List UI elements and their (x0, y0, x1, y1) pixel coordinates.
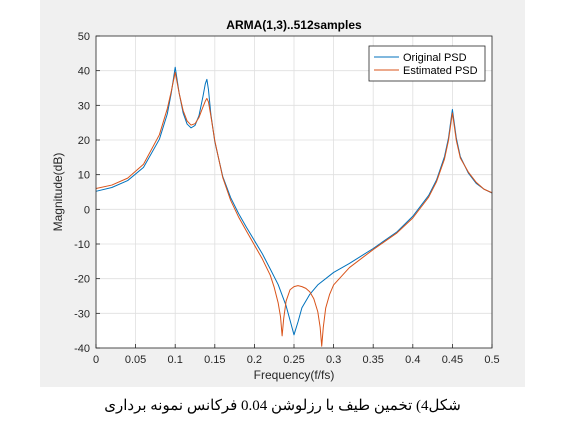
y-tick-label: -10 (74, 239, 90, 251)
y-tick-label: 20 (78, 135, 90, 147)
x-axis-label: Frequency(f/fs) (254, 368, 335, 382)
y-axis-label: Magnitude(dB) (51, 153, 65, 232)
legend-label-original: Original PSD (403, 52, 467, 64)
y-tick-label: 0 (84, 204, 90, 216)
y-tick-label: 30 (78, 100, 90, 112)
x-tick-label: 0 (93, 354, 99, 366)
x-tick-label: 0.25 (283, 354, 304, 366)
series-layer (95, 66, 493, 347)
y-tick-label: -30 (74, 308, 90, 320)
ticks: 0 0.05 0.1 0.15 0.2 0.25 0.3 0.35 0.4 0.45 0.5 -40 -… (74, 31, 500, 366)
legend-box (368, 45, 486, 82)
figure-caption: شکل4) تخمین طیف با رزلوشن 0.04 فرکانس نم… (104, 398, 461, 414)
x-tick-label: 0.3 (326, 354, 341, 366)
y-tick-label: -40 (74, 343, 90, 355)
x-tick-label: 0.4 (405, 354, 420, 366)
y-tick-label: 10 (78, 170, 90, 182)
chart-title: ARMA(1,3)..512samples (226, 18, 362, 32)
legend: Original PSD Estimated PSD (368, 45, 486, 82)
x-tick-label: 0.05 (125, 354, 146, 366)
y-tick-label: 50 (78, 31, 90, 43)
legend-label-estimated: Estimated PSD (403, 65, 478, 77)
estimated-psd-line (95, 71, 493, 347)
x-tick-label: 0.1 (168, 354, 183, 366)
x-tick-label: 0.35 (362, 354, 383, 366)
x-tick-label: 0.5 (484, 354, 499, 366)
y-tick-label: -20 (74, 274, 90, 286)
x-tick-label: 0.45 (442, 354, 463, 366)
x-tick-label: 0.2 (247, 354, 262, 366)
y-tick-label: 40 (78, 66, 90, 78)
x-tick-label: 0.15 (204, 354, 225, 366)
